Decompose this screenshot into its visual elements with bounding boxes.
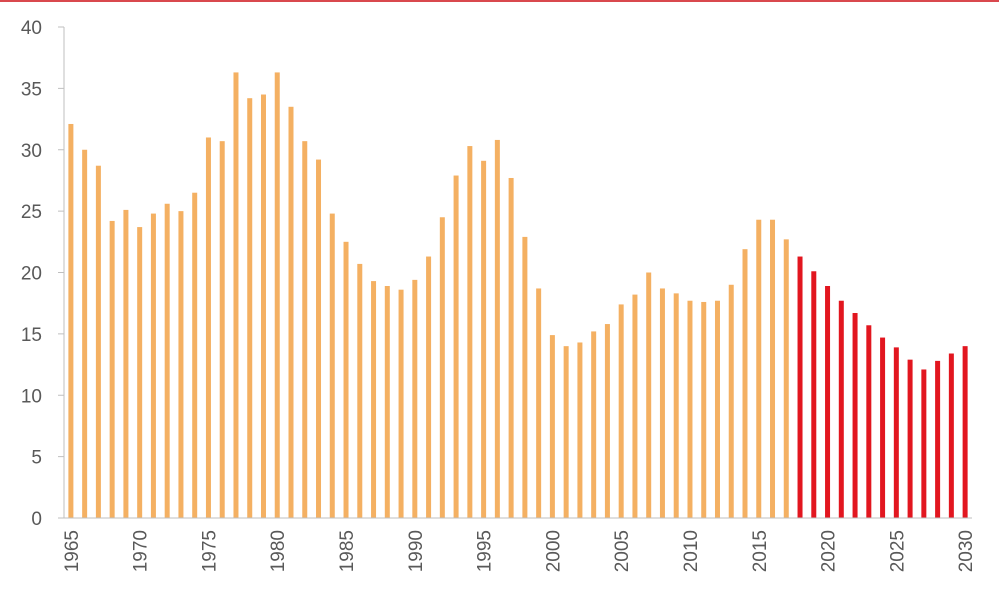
bar-historical-2014 (742, 249, 748, 518)
bar-historical-2002 (577, 342, 583, 518)
x-tick-label: 2020 (819, 530, 840, 572)
y-tick-label: 5 (31, 448, 42, 469)
bar-historical-1988 (384, 286, 390, 518)
bar-forecast-2021 (838, 300, 844, 518)
bar-historical-2011 (701, 301, 707, 518)
bar-historical-2015 (756, 219, 762, 518)
x-tick-label: 2005 (612, 530, 633, 572)
x-tick-label: 1980 (268, 530, 289, 572)
y-tick-label: 20 (21, 264, 42, 285)
bar-historical-1972 (164, 203, 170, 518)
bar-forecast-2018 (797, 256, 803, 518)
y-tick-label: 40 (21, 18, 42, 39)
x-tick-label: 1965 (62, 530, 83, 572)
y-tick-label: 30 (21, 141, 42, 162)
bar-historical-1975 (205, 137, 211, 518)
bar-historical-2004 (604, 324, 610, 518)
bar-historical-1985 (343, 241, 349, 518)
bar-historical-2010 (687, 300, 693, 518)
bar-historical-1965 (68, 123, 74, 518)
x-tick-label: 1995 (475, 530, 496, 572)
bar-historical-2008 (659, 288, 665, 518)
bar-forecast-2028 (935, 360, 941, 518)
bar-forecast-2024 (880, 337, 886, 518)
bar-forecast-2025 (893, 347, 899, 518)
bar-historical-2009 (673, 293, 679, 518)
y-tick-label: 0 (31, 509, 42, 530)
bar-historical-1982 (302, 141, 308, 518)
bar-historical-1992 (439, 217, 445, 518)
bar-historical-1984 (329, 213, 335, 518)
bar-historical-1967 (95, 165, 101, 518)
bar-historical-1987 (371, 281, 377, 518)
bar-historical-1968 (109, 220, 115, 518)
bar-forecast-2023 (866, 325, 872, 518)
x-tick-label: 2030 (956, 530, 977, 572)
bar-historical-2007 (646, 272, 652, 518)
bar-historical-1969 (123, 209, 129, 518)
bar-historical-2016 (770, 219, 776, 518)
bar-historical-1974 (192, 192, 198, 518)
bar-historical-2013 (728, 284, 734, 518)
bar-historical-2003 (591, 331, 597, 518)
x-tick-label: 2010 (681, 530, 702, 572)
y-axis: 0 5 10 15 20 25 30 35 40 (21, 18, 65, 530)
bar-historical-1986 (357, 263, 363, 518)
bar-forecast-2019 (811, 271, 817, 518)
y-tick-label: 15 (21, 325, 42, 346)
bar-historical-1998 (522, 236, 528, 518)
bar-historical-1976 (219, 141, 225, 518)
bar-forecast-2029 (948, 353, 954, 518)
bar-historical-1973 (178, 211, 184, 519)
bar-historical-1981 (288, 106, 294, 518)
bar-historical-2005 (618, 304, 624, 518)
bar-forecast-2027 (921, 369, 927, 518)
bar-historical-1991 (426, 256, 432, 518)
x-tick-label: 2015 (750, 530, 771, 572)
x-tick-label: 2025 (887, 530, 908, 572)
x-tick-label: 1990 (406, 530, 427, 572)
bar-historical-1983 (316, 159, 322, 518)
bar-historical-1999 (536, 288, 542, 518)
bar-historical-1979 (260, 94, 266, 518)
bar-historical-2001 (563, 346, 569, 518)
bar-historical-1977 (233, 72, 239, 519)
bar-historical-1997 (508, 177, 514, 519)
x-tick-label: 1970 (131, 530, 152, 572)
bar-historical-2017 (783, 239, 789, 519)
bar-historical-1971 (150, 213, 156, 518)
x-axis: 1965 1970 1975 1980 1985 1990 1995 2000 2005 2010… (62, 517, 977, 572)
x-tick-label: 1975 (199, 530, 220, 572)
bar-historical-2006 (632, 294, 638, 518)
bar-historical-1994 (467, 146, 473, 518)
bar-historical-1978 (247, 98, 253, 518)
bar-historical-1993 (453, 175, 459, 518)
bar-historical-1970 (137, 227, 143, 518)
bar-historical-1995 (481, 160, 487, 519)
bars-layer (68, 72, 968, 519)
bar-forecast-2022 (852, 313, 858, 518)
bar-historical-2000 (549, 335, 555, 518)
bar-historical-1980 (274, 72, 280, 519)
x-tick-label: 2000 (543, 530, 564, 572)
bar-historical-1989 (398, 289, 404, 518)
bar-forecast-2020 (825, 286, 831, 518)
y-tick-label: 25 (21, 202, 42, 223)
bar-historical-1996 (494, 139, 500, 518)
y-tick-label: 35 (21, 79, 42, 100)
bar-historical-2012 (714, 300, 720, 518)
x-tick-label: 1985 (337, 530, 358, 572)
y-tick-label: 10 (21, 386, 42, 407)
bar-forecast-2030 (962, 346, 968, 518)
bar-historical-1990 (412, 279, 418, 518)
bar-historical-1966 (82, 149, 88, 518)
bar-forecast-2026 (907, 359, 913, 518)
